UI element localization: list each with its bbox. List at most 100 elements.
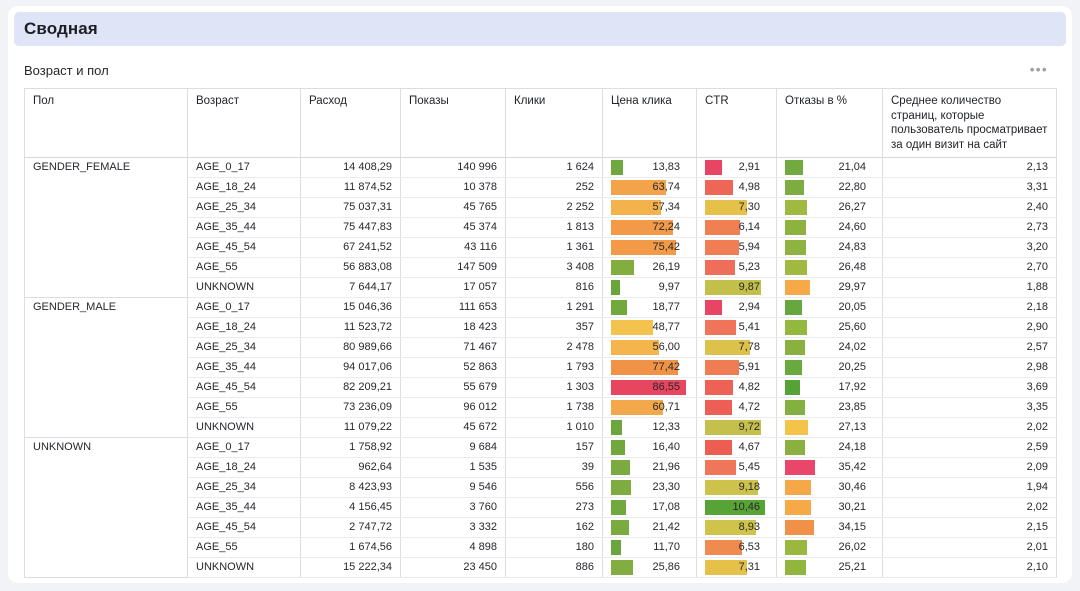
cpc-cell[interactable]: 56,00 (602, 336, 697, 358)
bounce-cell[interactable]: 29,97 (776, 276, 883, 298)
bounce-cell[interactable]: 21,04 (776, 156, 883, 178)
bounce-cell[interactable]: 24,83 (776, 236, 883, 258)
impressions-cell[interactable]: 3 760 (400, 496, 506, 518)
impressions-cell[interactable]: 111 653 (400, 296, 506, 318)
age-cell[interactable]: AGE_0_17 (187, 156, 301, 178)
clicks-cell[interactable]: 556 (505, 476, 603, 498)
impressions-cell[interactable]: 55 679 (400, 376, 506, 398)
spend-cell[interactable]: 962,64 (300, 456, 401, 478)
ctr-cell[interactable]: 7,30 (696, 196, 777, 218)
gender-cell[interactable]: GENDER_FEMALE (24, 156, 188, 298)
widget-menu-button[interactable]: ••• (1028, 63, 1050, 77)
ctr-cell[interactable]: 6,53 (696, 536, 777, 558)
clicks-cell[interactable]: 273 (505, 496, 603, 518)
avg-pages-cell[interactable]: 2,10 (882, 556, 1057, 578)
avg-pages-cell[interactable]: 2,18 (882, 296, 1057, 318)
avg-pages-cell[interactable]: 2,57 (882, 336, 1057, 358)
cpc-cell[interactable]: 75,42 (602, 236, 697, 258)
cpc-cell[interactable]: 13,83 (602, 156, 697, 178)
age-cell[interactable]: UNKNOWN (187, 556, 301, 578)
bounce-cell[interactable]: 24,02 (776, 336, 883, 358)
cpc-cell[interactable]: 17,08 (602, 496, 697, 518)
clicks-cell[interactable]: 1 361 (505, 236, 603, 258)
avg-pages-cell[interactable]: 1,94 (882, 476, 1057, 498)
impressions-cell[interactable]: 9 546 (400, 476, 506, 498)
avg-pages-cell[interactable]: 3,20 (882, 236, 1057, 258)
age-cell[interactable]: AGE_18_24 (187, 456, 301, 478)
gender-cell[interactable]: GENDER_MALE (24, 296, 188, 438)
impressions-cell[interactable]: 52 863 (400, 356, 506, 378)
column-header-avg_pages[interactable]: Среднее количество страниц, которые поль… (882, 88, 1057, 158)
clicks-cell[interactable]: 2 478 (505, 336, 603, 358)
age-cell[interactable]: AGE_45_54 (187, 376, 301, 398)
age-cell[interactable]: AGE_35_44 (187, 216, 301, 238)
avg-pages-cell[interactable]: 2,02 (882, 496, 1057, 518)
ctr-cell[interactable]: 7,78 (696, 336, 777, 358)
avg-pages-cell[interactable]: 2,70 (882, 256, 1057, 278)
column-header-age[interactable]: Возраст (187, 88, 301, 158)
ctr-cell[interactable]: 2,94 (696, 296, 777, 318)
column-header-bounce[interactable]: Отказы в % (776, 88, 883, 158)
impressions-cell[interactable]: 3 332 (400, 516, 506, 538)
age-cell[interactable]: AGE_55 (187, 396, 301, 418)
column-header-clicks[interactable]: Клики (505, 88, 603, 158)
bounce-cell[interactable]: 25,60 (776, 316, 883, 338)
cpc-cell[interactable]: 21,96 (602, 456, 697, 478)
cpc-cell[interactable]: 26,19 (602, 256, 697, 278)
column-header-gender[interactable]: Пол (24, 88, 188, 158)
bounce-cell[interactable]: 20,25 (776, 356, 883, 378)
avg-pages-cell[interactable]: 2,01 (882, 536, 1057, 558)
cpc-cell[interactable]: 11,70 (602, 536, 697, 558)
ctr-cell[interactable]: 4,82 (696, 376, 777, 398)
spend-cell[interactable]: 67 241,52 (300, 236, 401, 258)
cpc-cell[interactable]: 86,55 (602, 376, 697, 398)
spend-cell[interactable]: 73 236,09 (300, 396, 401, 418)
spend-cell[interactable]: 8 423,93 (300, 476, 401, 498)
ctr-cell[interactable]: 6,14 (696, 216, 777, 238)
clicks-cell[interactable]: 886 (505, 556, 603, 578)
gender-cell[interactable]: UNKNOWN (24, 436, 188, 578)
spend-cell[interactable]: 80 989,66 (300, 336, 401, 358)
cpc-cell[interactable]: 60,71 (602, 396, 697, 418)
avg-pages-cell[interactable]: 3,35 (882, 396, 1057, 418)
ctr-cell[interactable]: 9,87 (696, 276, 777, 298)
age-cell[interactable]: AGE_25_34 (187, 476, 301, 498)
ctr-cell[interactable]: 5,94 (696, 236, 777, 258)
ctr-cell[interactable]: 4,98 (696, 176, 777, 198)
avg-pages-cell[interactable]: 2,98 (882, 356, 1057, 378)
age-cell[interactable]: AGE_35_44 (187, 496, 301, 518)
cpc-cell[interactable]: 9,97 (602, 276, 697, 298)
bounce-cell[interactable]: 34,15 (776, 516, 883, 538)
bounce-cell[interactable]: 24,60 (776, 216, 883, 238)
avg-pages-cell[interactable]: 3,31 (882, 176, 1057, 198)
impressions-cell[interactable]: 1 535 (400, 456, 506, 478)
spend-cell[interactable]: 75 037,31 (300, 196, 401, 218)
ctr-cell[interactable]: 9,18 (696, 476, 777, 498)
spend-cell[interactable]: 4 156,45 (300, 496, 401, 518)
clicks-cell[interactable]: 162 (505, 516, 603, 538)
cpc-cell[interactable]: 25,86 (602, 556, 697, 578)
bounce-cell[interactable]: 30,46 (776, 476, 883, 498)
cpc-cell[interactable]: 63,74 (602, 176, 697, 198)
spend-cell[interactable]: 14 408,29 (300, 156, 401, 178)
column-header-ctr[interactable]: CTR (696, 88, 777, 158)
impressions-cell[interactable]: 45 374 (400, 216, 506, 238)
avg-pages-cell[interactable]: 2,73 (882, 216, 1057, 238)
impressions-cell[interactable]: 71 467 (400, 336, 506, 358)
spend-cell[interactable]: 94 017,06 (300, 356, 401, 378)
column-header-cpc[interactable]: Цена клика (602, 88, 697, 158)
age-cell[interactable]: AGE_25_34 (187, 336, 301, 358)
spend-cell[interactable]: 11 523,72 (300, 316, 401, 338)
bounce-cell[interactable]: 27,13 (776, 416, 883, 438)
cpc-cell[interactable]: 77,42 (602, 356, 697, 378)
clicks-cell[interactable]: 1 738 (505, 396, 603, 418)
cpc-cell[interactable]: 72,24 (602, 216, 697, 238)
impressions-cell[interactable]: 18 423 (400, 316, 506, 338)
age-cell[interactable]: AGE_18_24 (187, 176, 301, 198)
avg-pages-cell[interactable]: 2,09 (882, 456, 1057, 478)
cpc-cell[interactable]: 48,77 (602, 316, 697, 338)
age-cell[interactable]: AGE_45_54 (187, 516, 301, 538)
age-cell[interactable]: AGE_55 (187, 256, 301, 278)
ctr-cell[interactable]: 4,67 (696, 436, 777, 458)
clicks-cell[interactable]: 1 624 (505, 156, 603, 178)
